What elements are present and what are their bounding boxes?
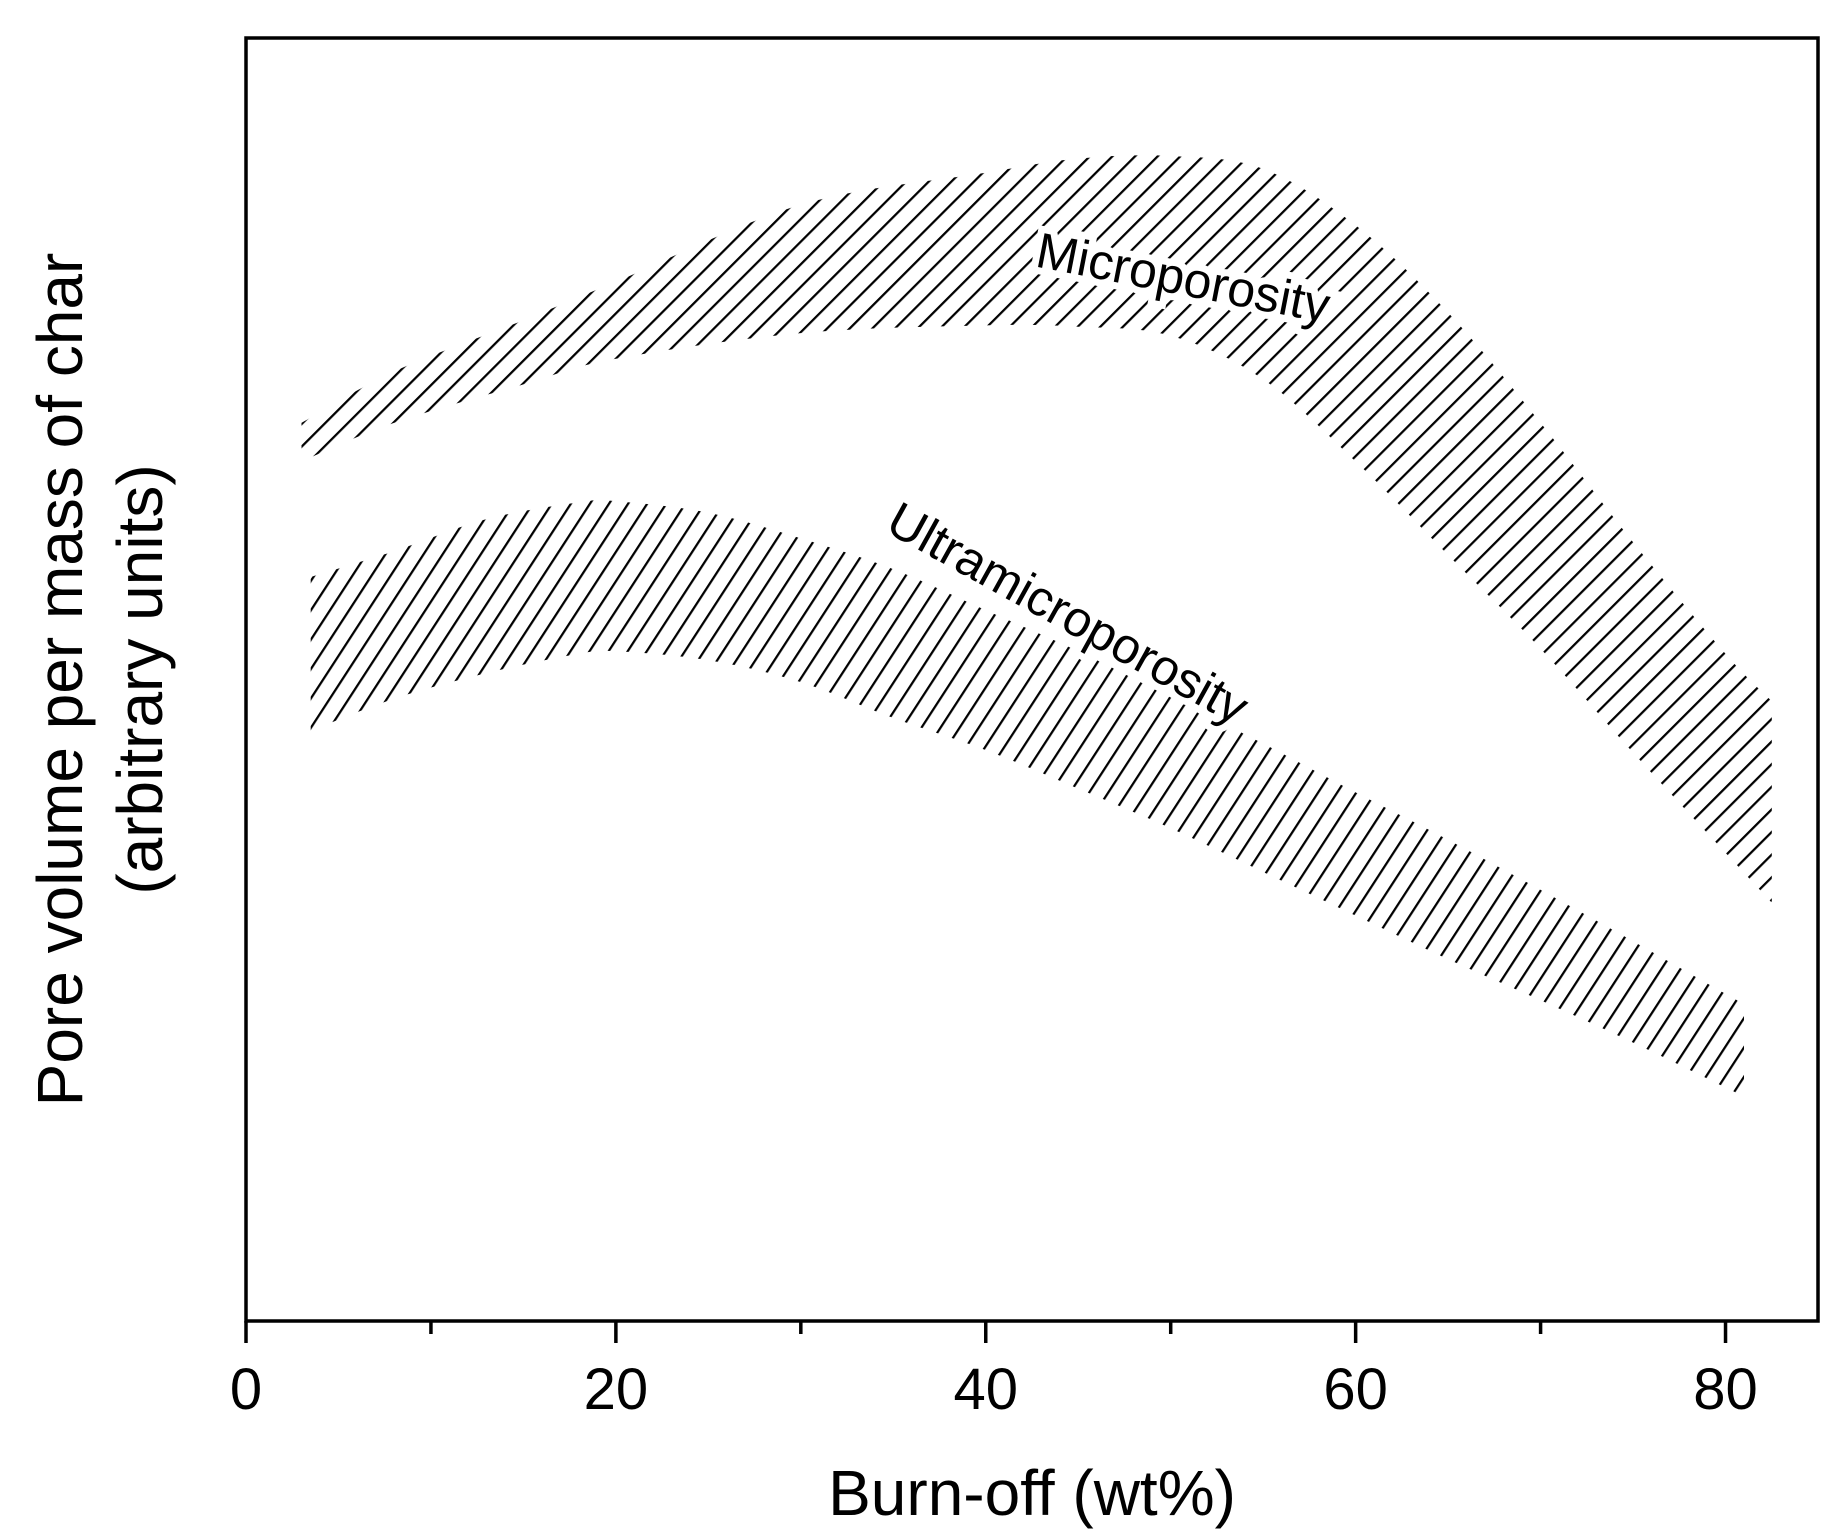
x-ticks: 0 20 40 60 80: [230, 1321, 1758, 1422]
x-tick-label: 20: [584, 1357, 649, 1422]
x-axis-title: Burn-off (wt%): [828, 1457, 1236, 1529]
x-tick-label: 60: [1323, 1357, 1388, 1422]
band-microporosity: [301, 155, 1772, 903]
x-tick-label: 80: [1693, 1357, 1758, 1422]
plot-frame: [244, 36, 1820, 1323]
y-axis-title-line1: Pore volume per mass of char: [24, 253, 96, 1107]
bands: [301, 155, 1772, 1097]
band-ultramicroporosity: [310, 500, 1745, 1097]
x-tick-label: 0: [230, 1357, 262, 1422]
x-tick-label: 40: [954, 1357, 1019, 1422]
y-axis-title-line2: (arbitrary units): [104, 464, 176, 894]
